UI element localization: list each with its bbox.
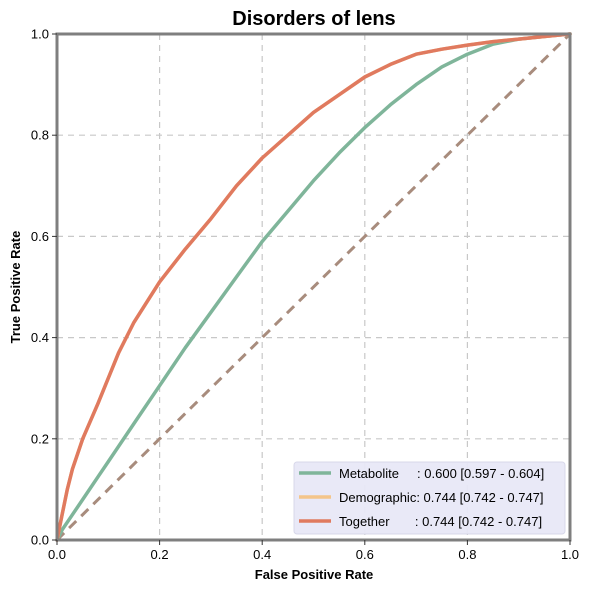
x-tick-label: 0.0: [48, 547, 66, 562]
y-tick-label: 0.0: [31, 533, 49, 548]
chart-title: Disorders of lens: [232, 8, 395, 30]
x-axis-label: False Positive Rate: [255, 567, 374, 582]
x-tick-label: 1.0: [561, 547, 579, 562]
x-tick-label: 0.6: [356, 547, 374, 562]
y-tick-label: 0.2: [31, 431, 49, 446]
x-tick-label: 0.8: [458, 547, 476, 562]
legend-label-metabolite: Metabolite : 0.600 [0.597 - 0.604]: [339, 466, 544, 481]
x-tick-label: 0.2: [151, 547, 169, 562]
x-tick-label: 0.4: [253, 547, 271, 562]
legend-label-demographic: Demographic: 0.744 [0.742 - 0.747]: [339, 490, 544, 505]
legend: Metabolite : 0.600 [0.597 - 0.604] Demogr…: [294, 462, 565, 534]
y-tick-label: 1.0: [31, 27, 49, 42]
y-tick-label: 0.4: [31, 330, 49, 345]
legend-label-together: Together : 0.744 [0.742 - 0.747]: [339, 514, 542, 529]
y-tick-label: 0.8: [31, 128, 49, 143]
y-axis-label: True Positive Rate: [8, 231, 23, 344]
y-tick-label: 0.6: [31, 229, 49, 244]
